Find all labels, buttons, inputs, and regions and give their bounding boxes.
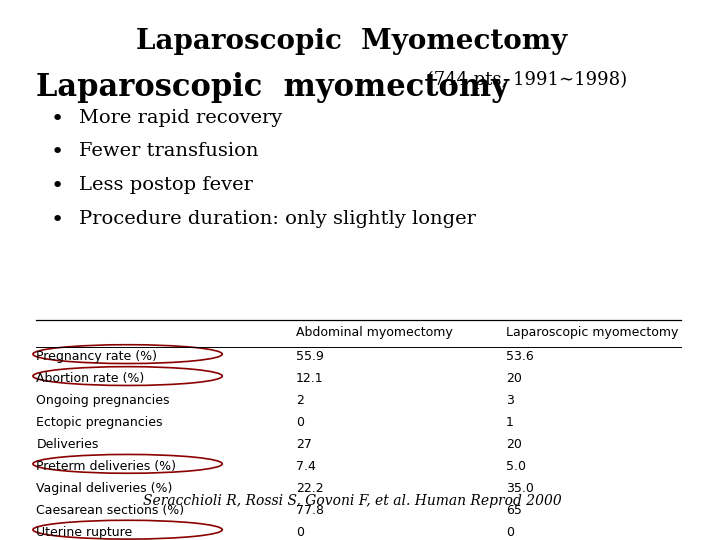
Text: 1: 1 [506, 416, 514, 429]
Text: •: • [50, 211, 63, 231]
Text: 0: 0 [296, 416, 304, 429]
Text: 22.2: 22.2 [296, 482, 323, 495]
Text: Ectopic pregnancies: Ectopic pregnancies [37, 416, 163, 429]
Text: More rapid recovery: More rapid recovery [78, 109, 282, 126]
Text: Pregnancy rate (%): Pregnancy rate (%) [37, 350, 158, 363]
Text: 0: 0 [506, 526, 514, 539]
Text: 53.6: 53.6 [506, 350, 534, 363]
Text: Deliveries: Deliveries [37, 438, 99, 451]
Text: 7.4: 7.4 [296, 460, 316, 473]
Text: Vaginal deliveries (%): Vaginal deliveries (%) [37, 482, 173, 495]
Text: Abdominal myomectomy: Abdominal myomectomy [296, 326, 453, 340]
Text: •: • [50, 143, 63, 163]
Text: Preterm deliveries (%): Preterm deliveries (%) [37, 460, 176, 473]
Text: Less postop fever: Less postop fever [78, 177, 253, 194]
Text: 55.9: 55.9 [296, 350, 324, 363]
Text: Fewer transfusion: Fewer transfusion [78, 143, 258, 160]
Text: 20: 20 [506, 438, 522, 451]
Text: 2: 2 [296, 394, 304, 407]
Text: Caesarean sections (%): Caesarean sections (%) [37, 504, 184, 517]
Text: Uterine rupture: Uterine rupture [37, 526, 132, 539]
Text: 12.1: 12.1 [296, 373, 323, 386]
Text: Procedure duration: only slightly longer: Procedure duration: only slightly longer [78, 211, 475, 228]
Text: 65: 65 [506, 504, 522, 517]
Text: 3: 3 [506, 394, 514, 407]
Text: •: • [50, 177, 63, 197]
Text: •: • [50, 109, 63, 129]
Text: Laparoscopic  myomectomy: Laparoscopic myomectomy [37, 72, 509, 103]
Text: 20: 20 [506, 373, 522, 386]
Text: Laparoscopic myomectomy: Laparoscopic myomectomy [506, 326, 678, 340]
Text: 77.8: 77.8 [296, 504, 324, 517]
Text: (744 pts, 1991∼1998): (744 pts, 1991∼1998) [420, 70, 627, 89]
Text: Abortion rate (%): Abortion rate (%) [37, 373, 145, 386]
Text: 0: 0 [296, 526, 304, 539]
Text: Laparoscopic  Myomectomy: Laparoscopic Myomectomy [136, 28, 567, 55]
Text: Ongoing pregnancies: Ongoing pregnancies [37, 394, 170, 407]
Text: 35.0: 35.0 [506, 482, 534, 495]
Text: 27: 27 [296, 438, 312, 451]
Text: Seracchioli R, Rossi S, Govoni F, et al. Human Reprod 2000: Seracchioli R, Rossi S, Govoni F, et al.… [143, 494, 562, 508]
Text: 5.0: 5.0 [506, 460, 526, 473]
